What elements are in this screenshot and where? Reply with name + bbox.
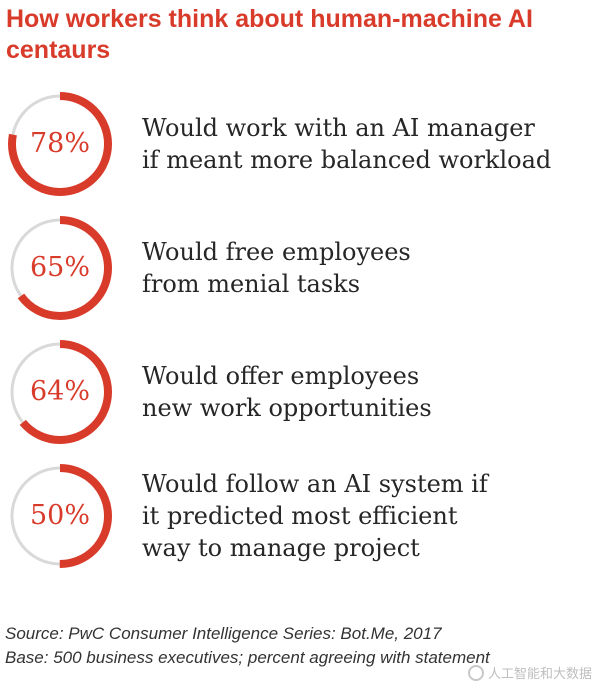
statement-line: from menial tasks xyxy=(142,270,361,298)
statement: Would follow an AI system if it predicted… xyxy=(142,468,582,564)
donut-chart xyxy=(8,340,112,444)
wechat-logo-icon xyxy=(467,664,484,681)
statement: Would free employees from menial tasks xyxy=(142,236,582,300)
statement-line: way to manage project xyxy=(142,534,420,562)
percent-label: 64% xyxy=(29,376,90,407)
donut-value-arc xyxy=(8,464,112,568)
donut-chart xyxy=(8,464,112,568)
watermark-logo-text: 人工智能和大数据 xyxy=(487,667,592,682)
watermark: 人工智能和大数据 xyxy=(467,663,592,682)
donut-chart xyxy=(8,216,112,320)
statement-line: it predicted most efficient xyxy=(142,502,458,530)
statement-line: Would work with an AI manager xyxy=(142,114,535,142)
statement: Would work with an AI manager if meant mo… xyxy=(142,112,582,176)
percent-label: 78% xyxy=(29,128,90,159)
percent-label: 50% xyxy=(29,500,90,531)
source-note: Source: PwC Consumer Intelligence Series… xyxy=(5,624,442,643)
donut-value-arc xyxy=(8,340,112,444)
statement-line: Would follow an AI system if xyxy=(142,470,488,498)
base-note: Base: 500 business executives; percent a… xyxy=(5,648,490,667)
percent-label: 65% xyxy=(29,252,90,283)
donut-chart xyxy=(8,92,112,196)
statement-line: new work opportunities xyxy=(142,394,432,422)
statement-line: Would offer employees xyxy=(142,362,420,390)
chart-title: How workers think about human-machine AI… xyxy=(6,5,533,64)
statement-line: Would free employees xyxy=(142,238,411,266)
statement: Would offer employees new work opportunit… xyxy=(142,360,582,424)
donut-value-arc xyxy=(8,92,112,196)
footer: Source: PwC Consumer Intelligence Series… xyxy=(5,622,595,670)
statement-line: if meant more balanced workload xyxy=(142,146,552,174)
donut-value-arc xyxy=(8,216,112,320)
